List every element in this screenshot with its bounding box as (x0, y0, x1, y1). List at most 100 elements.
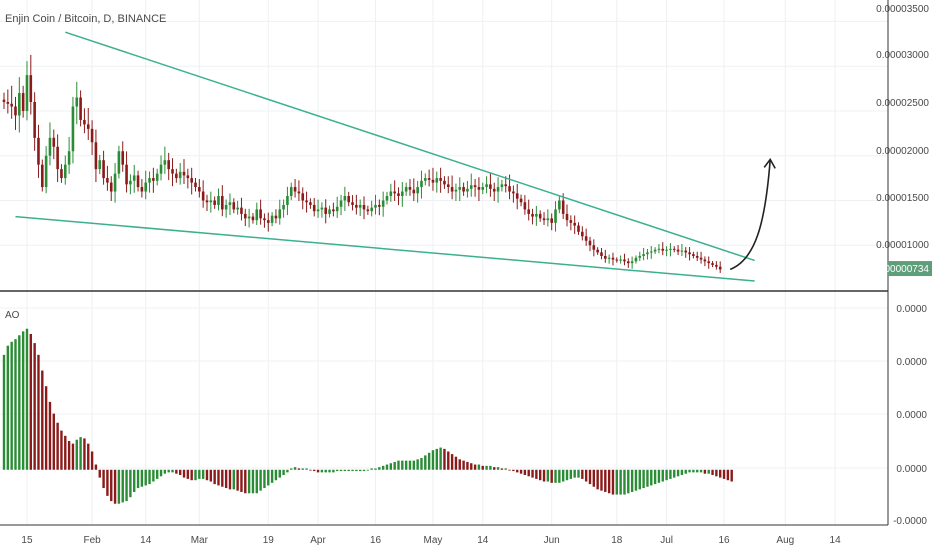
annotation-arrow-shaft[interactable] (729, 159, 772, 271)
ao-bar (156, 469, 159, 479)
candle-down (527, 199, 531, 221)
ao-bar (263, 469, 266, 489)
ao-bar (604, 469, 607, 492)
time-tick-label: 14 (830, 535, 842, 546)
candle-body (649, 251, 653, 253)
ao-bar (33, 343, 36, 470)
candle-up (653, 247, 657, 255)
candle-body (703, 259, 707, 262)
ao-bar (133, 469, 136, 492)
ao-bar (6, 345, 10, 470)
ao-bar (205, 469, 209, 481)
ao-bar (186, 469, 190, 479)
ao-bar (504, 468, 507, 470)
candle-up (270, 212, 274, 227)
time-tick-label: Jul (660, 535, 673, 546)
candle-down (41, 159, 44, 192)
candle-down (692, 251, 695, 259)
indicator-label: AO (5, 310, 20, 321)
ao-bar (201, 469, 205, 479)
candle-body (289, 187, 293, 196)
ao-bar (420, 458, 423, 470)
candle-body (515, 193, 519, 199)
trendline-lower[interactable] (15, 215, 755, 282)
time-tick-label: May (424, 535, 443, 546)
ao-bar (581, 469, 584, 479)
candle-up (466, 180, 469, 198)
candle-body (232, 202, 236, 210)
ao-histogram (2, 328, 733, 504)
candle-down (531, 208, 534, 225)
candle-body (573, 222, 576, 226)
candle-up (18, 77, 21, 133)
candle-down (397, 187, 400, 206)
candle-body (443, 180, 446, 185)
candle-body (558, 200, 561, 210)
candle-down (661, 242, 665, 256)
candle-body (339, 200, 343, 207)
candle-down (519, 194, 523, 207)
candle-body (496, 187, 500, 192)
price-axis[interactable]: 0.00003500 0.00003000 0.00002500 0.00002… (876, 4, 929, 251)
candle-down (439, 167, 442, 193)
candle-body (117, 151, 121, 174)
candle-up (630, 256, 634, 269)
candle-body (351, 202, 354, 205)
candle-up (44, 146, 48, 194)
candle-up (144, 170, 148, 200)
candle-body (102, 160, 105, 179)
candle-body (458, 187, 462, 190)
ao-bar (98, 469, 101, 478)
candle-down (351, 195, 354, 211)
candle-body (106, 178, 109, 183)
candle-body (324, 207, 328, 214)
ao-bar (489, 465, 492, 470)
candle-down (205, 194, 209, 212)
candle-down (324, 199, 328, 224)
ao-bar (431, 450, 435, 470)
ao-bar (607, 469, 611, 494)
candle-body (270, 215, 274, 223)
indicator-axis[interactable]: 0.0000 0.0000 0.0000 0.0000 -0.0000 (893, 304, 927, 527)
candle-down (232, 198, 236, 214)
candle-body (144, 182, 148, 192)
candle-up (289, 182, 293, 201)
ao-bar (274, 469, 278, 481)
ao-bar (94, 464, 98, 470)
trendline-upper[interactable] (65, 31, 755, 262)
candle-body (607, 257, 611, 259)
candle-body (217, 196, 220, 205)
indicator-tick-label: 0.0000 (896, 410, 927, 421)
ao-bar (416, 459, 419, 470)
candle-body (240, 207, 243, 214)
ao-bar (627, 469, 630, 494)
ao-bar (366, 469, 370, 471)
ao-bar (255, 469, 258, 494)
ao-bar (355, 469, 358, 472)
ao-bar (692, 469, 695, 473)
candle-body (247, 216, 251, 219)
candle-body (619, 259, 622, 261)
candle-down (584, 228, 588, 246)
ao-bar (102, 469, 105, 489)
price-tick-label: 0.00002000 (876, 146, 929, 157)
price-tick-label: 0.00003000 (876, 50, 929, 61)
candle-body (492, 188, 496, 192)
candle-down (274, 209, 278, 224)
candle-body (715, 264, 718, 267)
candle-up (607, 254, 611, 264)
ao-bar (680, 469, 684, 475)
candle-body (550, 218, 553, 223)
price-tick-label: 0.00001500 (876, 193, 929, 204)
ao-bar (496, 467, 500, 470)
ao-bar (240, 469, 243, 492)
candle-body (159, 164, 163, 174)
time-axis[interactable]: 15 Feb 14 Mar 19 Apr 16 May 14 Jun 18 Jul 16 Aug 14 (21, 535, 841, 546)
candle-body (328, 209, 331, 214)
price-tick-label: 0.00002500 (876, 98, 929, 109)
candle-up (358, 199, 362, 217)
candle-body (401, 191, 404, 196)
candle-body (221, 196, 224, 210)
candle-down (446, 176, 450, 194)
candle-up (435, 171, 439, 193)
